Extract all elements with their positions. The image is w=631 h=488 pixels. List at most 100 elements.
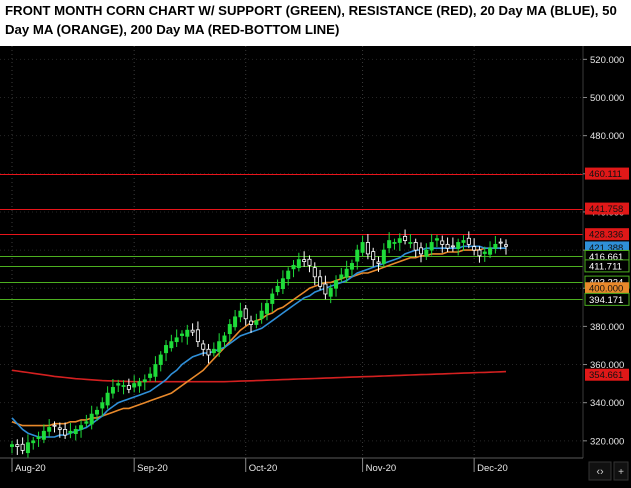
y-tick-label: 380.000 <box>590 322 624 333</box>
candle-body <box>68 430 73 434</box>
candle-body <box>94 409 99 415</box>
candle-body <box>41 430 46 440</box>
level-badge-label: 416.661 <box>589 252 623 263</box>
level-badge <box>585 202 629 215</box>
candle-body <box>179 333 184 336</box>
candle-body <box>153 364 158 377</box>
scroll-right-button[interactable]: ‹› <box>588 461 612 481</box>
candle-body <box>275 285 280 293</box>
candle-body <box>89 413 94 425</box>
candle-body <box>286 270 291 280</box>
level-badge <box>584 292 630 306</box>
candle-body <box>174 337 179 343</box>
level-badge <box>585 228 629 241</box>
candle-body <box>57 427 62 430</box>
level-badge-label: 354.661 <box>589 370 623 381</box>
candle-body <box>190 329 195 333</box>
candle-body <box>392 242 397 244</box>
y-tick-label: 480.000 <box>590 131 624 142</box>
candle-body <box>169 341 174 349</box>
candle-body <box>185 329 190 337</box>
candle-body <box>238 310 243 318</box>
level-badge <box>584 259 630 273</box>
candle-body <box>158 354 163 365</box>
level-badge-label: 394.171 <box>589 295 623 306</box>
candle-body <box>360 242 365 253</box>
level-badge <box>585 368 629 381</box>
candle-body <box>126 385 131 390</box>
candle-body <box>148 373 153 378</box>
candle-body <box>365 242 370 255</box>
svg-text:‹›: ‹› <box>596 466 604 478</box>
candle-body <box>456 242 461 249</box>
y-tick-label: 520.000 <box>590 55 624 66</box>
corn-price-chart[interactable]: 320.000340.000360.000380.000400.000420.0… <box>0 46 631 488</box>
candle-body <box>466 237 471 245</box>
x-tick-label: Aug-20 <box>15 463 46 474</box>
candle-body <box>334 280 339 289</box>
candle-body <box>413 242 418 251</box>
candle-body <box>461 240 466 243</box>
candle-body <box>233 316 238 328</box>
candle-body <box>307 258 312 266</box>
candle-body <box>105 392 110 406</box>
candle-body <box>9 444 14 447</box>
candle-body <box>217 341 222 352</box>
candle-body <box>339 274 344 279</box>
candle-body <box>312 267 317 278</box>
x-tick-label: Oct-20 <box>249 463 278 474</box>
x-axis-ticks: Aug-20 Sep-20 Oct-20 Nov-20 Dec-20 <box>11 458 508 474</box>
candle-body <box>408 242 413 244</box>
chart-title: FRONT MONTH CORN CHART W/ SUPPORT (GREEN… <box>5 3 617 37</box>
candle-body <box>403 235 408 241</box>
level-badge-label: 400.000 <box>589 284 623 295</box>
candle-body <box>450 245 455 248</box>
candle-body <box>25 442 30 454</box>
candle-body <box>47 427 52 432</box>
candle-body <box>472 246 477 251</box>
candle-body <box>488 247 493 255</box>
level-badge <box>585 282 629 295</box>
candle-body <box>116 383 121 386</box>
level-badge <box>585 167 629 180</box>
candle-body <box>371 251 376 261</box>
candle-body <box>31 440 36 444</box>
candle-body <box>344 268 349 278</box>
x-tick-label: Sep-20 <box>137 463 168 474</box>
level-badge-label: 428.336 <box>589 230 623 241</box>
candle-body <box>302 259 307 262</box>
moving-averages <box>11 245 507 438</box>
candle-body <box>52 424 57 427</box>
candle-body <box>15 444 20 447</box>
candle-body <box>100 402 105 409</box>
x-tick-label: Nov-20 <box>366 463 397 474</box>
candle-body <box>249 320 254 325</box>
candle-body <box>121 385 126 387</box>
level-badge-label: 421.388 <box>589 243 623 254</box>
ma50-line <box>11 247 506 427</box>
candle-body <box>36 436 41 439</box>
candle-body <box>445 243 450 249</box>
y-tick-label: 360.000 <box>590 360 624 371</box>
candle-body <box>291 264 296 270</box>
level-badge-label: 441.758 <box>589 204 623 215</box>
candle-body <box>132 383 137 388</box>
expand-icon[interactable]: + <box>613 461 629 481</box>
x-tick-label: Dec-20 <box>477 463 508 474</box>
candle-body <box>482 251 487 254</box>
candle-body <box>503 244 508 247</box>
candle-body <box>270 293 275 304</box>
candle-body <box>227 324 232 335</box>
candle-body <box>296 259 301 269</box>
candle-body <box>387 240 392 249</box>
candle-body <box>381 249 386 264</box>
candle-body <box>493 243 498 249</box>
level-badge-label: 411.711 <box>589 261 622 272</box>
candle-body <box>349 263 354 270</box>
candle-body <box>137 381 142 387</box>
candles <box>9 229 508 458</box>
candle-body <box>376 261 381 264</box>
candle-body <box>355 249 360 262</box>
candle-body <box>419 247 424 255</box>
candle-body <box>424 249 429 257</box>
